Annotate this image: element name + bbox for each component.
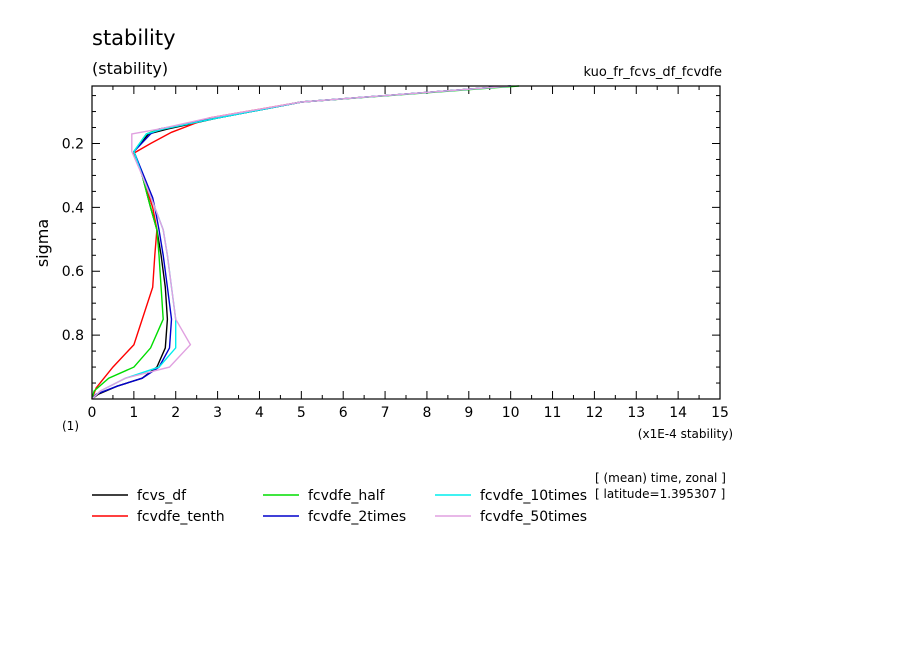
x-tick-label: 9	[464, 405, 473, 421]
y-tick-labels: 0.2 0.4 0.6 0.8	[62, 136, 84, 344]
series-lines	[91, 85, 520, 400]
y-tick-label: 0.8	[62, 328, 84, 344]
legend-label: fcvdfe_tenth	[137, 509, 225, 525]
series-line-fcvs-df	[91, 85, 511, 400]
y-axis-label: sigma	[33, 219, 52, 267]
x-tick-label: 6	[339, 405, 348, 421]
legend: fcvs_df fcvdfe_tenth fcvdfe_half fcvdfe_2ti…	[92, 488, 587, 525]
x-tick-labels: 0 1 2 3 4 5 6 7 8 9 10 11 12 13 14 15	[88, 405, 729, 421]
legend-label: fcvdfe_2times	[308, 509, 406, 525]
info-time-zonal: [ (mean) time, zonal ]	[595, 471, 726, 485]
x-tick-label: 11	[544, 405, 562, 421]
info-latitude: [ latitude=1.395307 ]	[595, 487, 725, 501]
legend-label: fcvdfe_half	[308, 488, 386, 504]
axis-ticks	[91, 86, 721, 399]
x-tick-label: 8	[422, 405, 431, 421]
x-tick-label: 5	[297, 405, 306, 421]
y-tick-label: 0.2	[62, 136, 84, 152]
y-tick-label: 0.6	[62, 264, 84, 280]
x-tick-label: 3	[213, 405, 222, 421]
x-tick-label: 13	[627, 405, 645, 421]
series-line-fcvdfe-50times	[91, 85, 511, 400]
plot-frame	[91, 85, 721, 400]
x-tick-label: 12	[585, 405, 603, 421]
x-tick-label: 15	[711, 405, 729, 421]
x-tick-label: 1	[129, 405, 138, 421]
x-tick-label: 14	[669, 405, 687, 421]
x-tick-label: 4	[255, 405, 264, 421]
experiment-label: kuo_fr_fcvs_df_fcvdfe	[583, 65, 722, 80]
legend-label: fcvdfe_10times	[480, 488, 587, 504]
x-tick-label: 2	[171, 405, 180, 421]
x-tick-label: 7	[381, 405, 390, 421]
y-tick-label: 0.4	[62, 200, 84, 216]
legend-label: fcvdfe_50times	[480, 509, 587, 525]
y-unit-label: (1)	[62, 419, 79, 433]
x-tick-label: 10	[502, 405, 520, 421]
x-axis-label: (x1E-4 stability)	[638, 427, 733, 441]
chart-title: stability	[92, 26, 176, 50]
legend-label: fcvs_df	[137, 488, 187, 504]
x-tick-label: 0	[88, 405, 97, 421]
chart-subtitle: (stability)	[92, 59, 168, 78]
